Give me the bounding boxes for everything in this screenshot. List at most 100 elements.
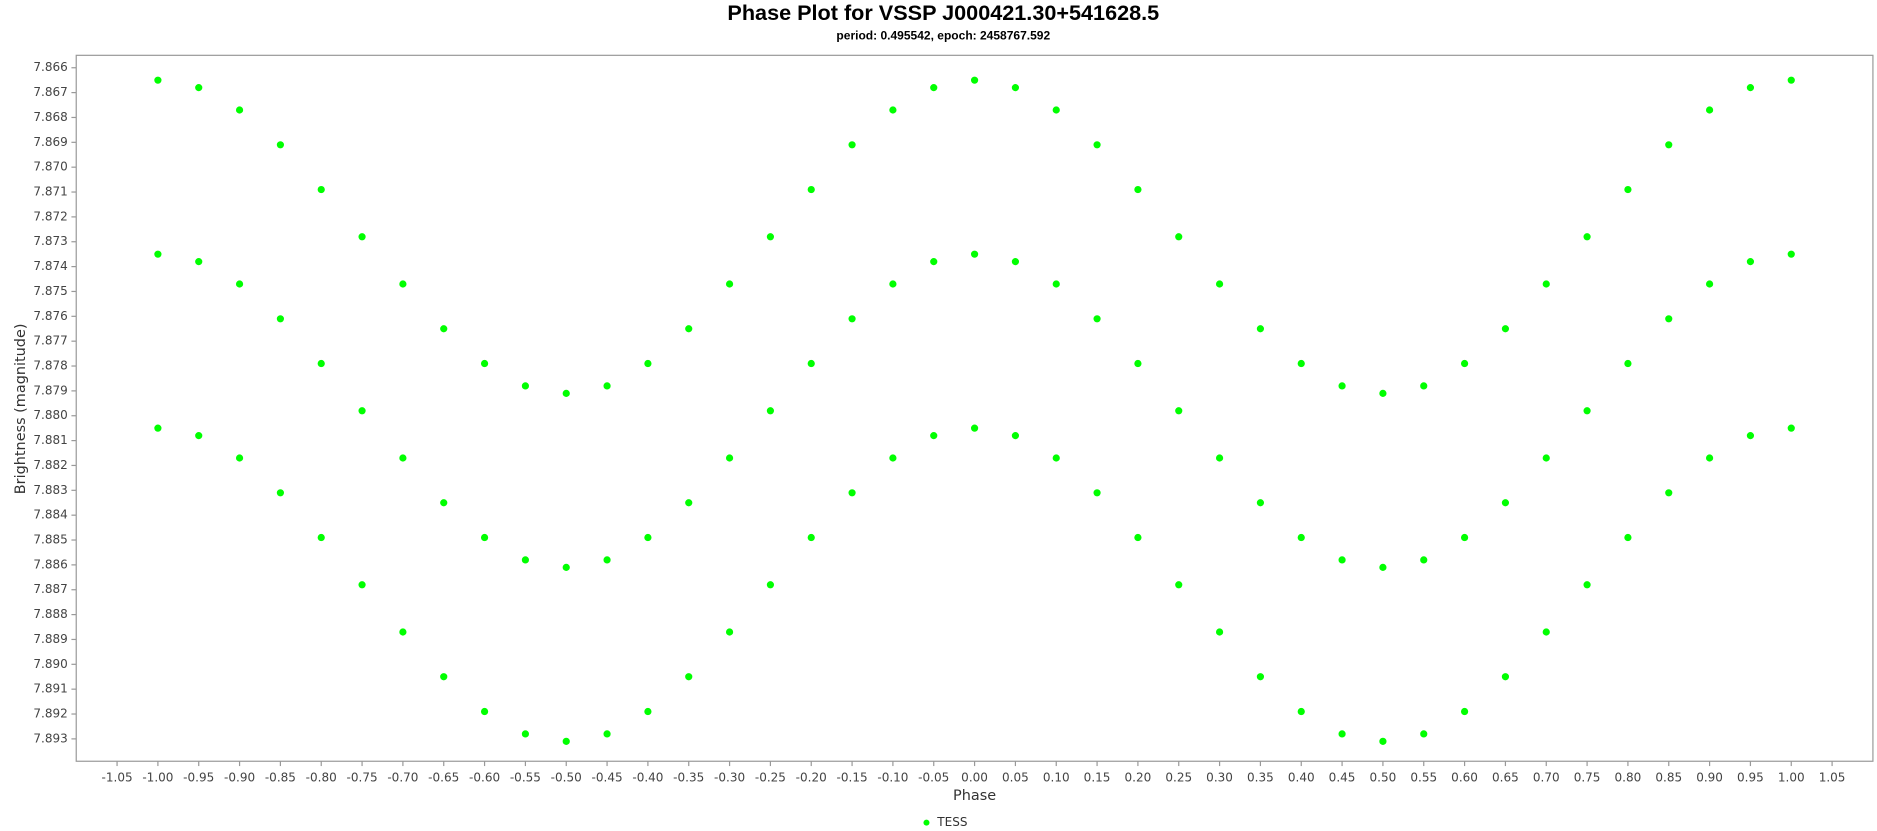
point: [195, 84, 203, 92]
y-tick-label: 7.876: [33, 309, 67, 323]
point: [521, 382, 530, 390]
point: [970, 250, 979, 258]
point: [1583, 233, 1591, 241]
x-tick-label: -0.90: [224, 771, 255, 785]
y-axis-label: Brightness (magnitude): [13, 324, 29, 495]
point: [358, 233, 366, 241]
x-tick-label: 0.80: [1615, 771, 1642, 785]
y-tick-label: 7.883: [33, 483, 67, 497]
x-tick-label: 0.40: [1288, 771, 1315, 785]
y-tick-label: 7.891: [33, 682, 67, 696]
point: [970, 76, 979, 84]
point: [154, 250, 162, 258]
x-tick-label: -0.15: [837, 771, 868, 785]
point: [1052, 106, 1060, 114]
x-tick-label: 0.35: [1247, 771, 1274, 785]
point: [1256, 673, 1265, 681]
point: [276, 141, 285, 149]
point: [440, 499, 448, 507]
point: [440, 325, 448, 333]
point: [154, 424, 162, 432]
point: [317, 185, 325, 194]
point: [644, 533, 652, 542]
y-tick-label: 7.872: [33, 209, 67, 223]
x-tick-label: -0.95: [183, 771, 214, 785]
y-tick-label: 7.879: [33, 383, 67, 397]
point: [1338, 382, 1346, 390]
y-tick-label: 7.888: [33, 607, 67, 621]
point: [1338, 556, 1346, 564]
point: [1787, 250, 1795, 258]
y-tick-label: 7.887: [33, 582, 67, 596]
point: [1338, 730, 1346, 738]
x-tick-label: 0.50: [1370, 771, 1397, 785]
y-tick-label: 7.880: [33, 408, 67, 422]
series: [154, 76, 1795, 745]
point: [358, 581, 366, 589]
point: [1542, 454, 1550, 462]
point: [1297, 359, 1305, 368]
point: [1011, 258, 1020, 266]
y-tick-label: 7.869: [33, 135, 67, 149]
point: [1665, 489, 1673, 497]
x-tick-label: 1.05: [1819, 771, 1846, 785]
point: [1134, 359, 1142, 368]
x-tick-label: 0.65: [1492, 771, 1519, 785]
x-tick-label: 0.95: [1737, 771, 1764, 785]
point: [725, 628, 734, 636]
plot-area: [75, 54, 1874, 762]
x-tick-label: -0.30: [714, 771, 745, 785]
point: [889, 280, 897, 288]
legend-marker: [923, 819, 930, 826]
x-tick-label: -0.45: [592, 771, 623, 785]
point: [562, 737, 570, 745]
y-tick-label: 7.893: [33, 731, 67, 745]
legend-label: TESS: [936, 815, 967, 829]
point: [1011, 84, 1020, 92]
y-tick-label: 7.866: [33, 60, 67, 74]
point: [1052, 454, 1060, 462]
x-tick-label: 0.55: [1410, 771, 1437, 785]
x-tick-label: -0.35: [673, 771, 704, 785]
x-tick-label: -0.85: [265, 771, 296, 785]
point: [1175, 233, 1183, 241]
point: [276, 489, 285, 497]
point: [1093, 315, 1101, 323]
point: [235, 280, 244, 288]
point: [1583, 407, 1591, 415]
point: [889, 454, 897, 462]
point: [603, 730, 611, 738]
point: [848, 315, 856, 323]
point: [725, 454, 734, 462]
x-tick-label: -0.25: [755, 771, 786, 785]
x-tick-label: 0.05: [1002, 771, 1029, 785]
point: [195, 432, 203, 440]
x-tick-label: -0.80: [306, 771, 337, 785]
point: [1175, 581, 1183, 589]
x-tick-label: 0.90: [1696, 771, 1723, 785]
y-tick-label: 7.881: [33, 433, 67, 447]
point: [725, 280, 734, 288]
point: [1624, 359, 1632, 368]
x-tick-label: 0.70: [1533, 771, 1560, 785]
point: [1420, 730, 1428, 738]
point: [930, 258, 938, 266]
y-tick-label: 7.878: [33, 359, 67, 373]
point: [1460, 707, 1469, 716]
chart-subtitle: period: 0.495542, epoch: 2458767.592: [836, 28, 1050, 42]
x-tick-label: -0.55: [510, 771, 541, 785]
x-tick-label: 0.30: [1206, 771, 1233, 785]
point: [399, 454, 407, 462]
point: [1134, 533, 1142, 542]
point: [480, 533, 489, 542]
point: [1256, 325, 1265, 333]
point: [685, 499, 693, 507]
chart-title: Phase Plot for VSSP J000421.30+541628.5: [727, 0, 1159, 25]
point: [1501, 325, 1510, 333]
x-tick-label: -0.65: [428, 771, 459, 785]
x-tick-label: 0.25: [1165, 771, 1192, 785]
point: [521, 730, 530, 738]
point: [1665, 141, 1673, 149]
y-tick-label: 7.871: [33, 185, 67, 199]
